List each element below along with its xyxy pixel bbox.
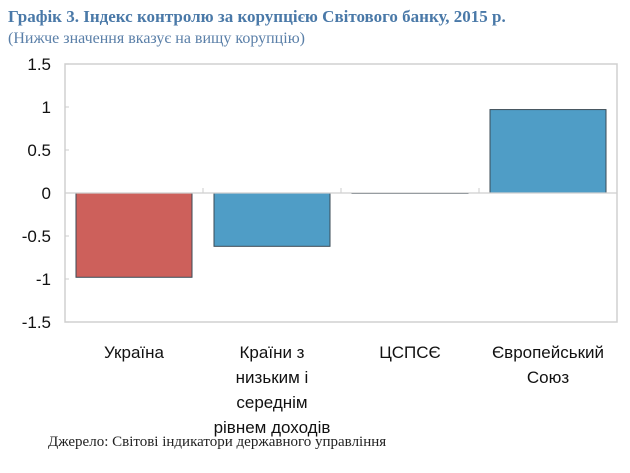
- x-category-label: Європейський: [492, 343, 604, 362]
- y-tick-label: 1.5: [27, 55, 51, 74]
- y-tick-label: 0.5: [27, 141, 51, 160]
- x-category-label: середнім: [236, 393, 307, 412]
- x-category-label: Україна: [104, 343, 164, 362]
- source-note: Джерело: Світові індикатори державного у…: [48, 434, 387, 450]
- x-category-label: низьким і: [236, 368, 309, 387]
- y-tick-label: 1: [42, 98, 51, 117]
- bar: [75, 192, 193, 278]
- chart-title: Графік 3. Індекс контролю за корупцією С…: [8, 7, 506, 26]
- x-category-label: Союз: [527, 368, 569, 387]
- bar: [213, 192, 331, 247]
- x-category-label: ЦСПСЄ: [379, 343, 441, 362]
- y-tick-label: -0.5: [22, 227, 51, 246]
- chart-subtitle: (Нижче значення вказує на вищу корупцію): [8, 30, 305, 47]
- x-category-label: Країни з: [240, 343, 305, 362]
- y-tick-label: -1: [36, 270, 51, 289]
- x-category-label: рівнем доходів: [214, 418, 331, 437]
- y-tick-label: 0: [42, 184, 51, 203]
- y-tick-label: -1.5: [22, 313, 51, 332]
- bar: [489, 109, 607, 194]
